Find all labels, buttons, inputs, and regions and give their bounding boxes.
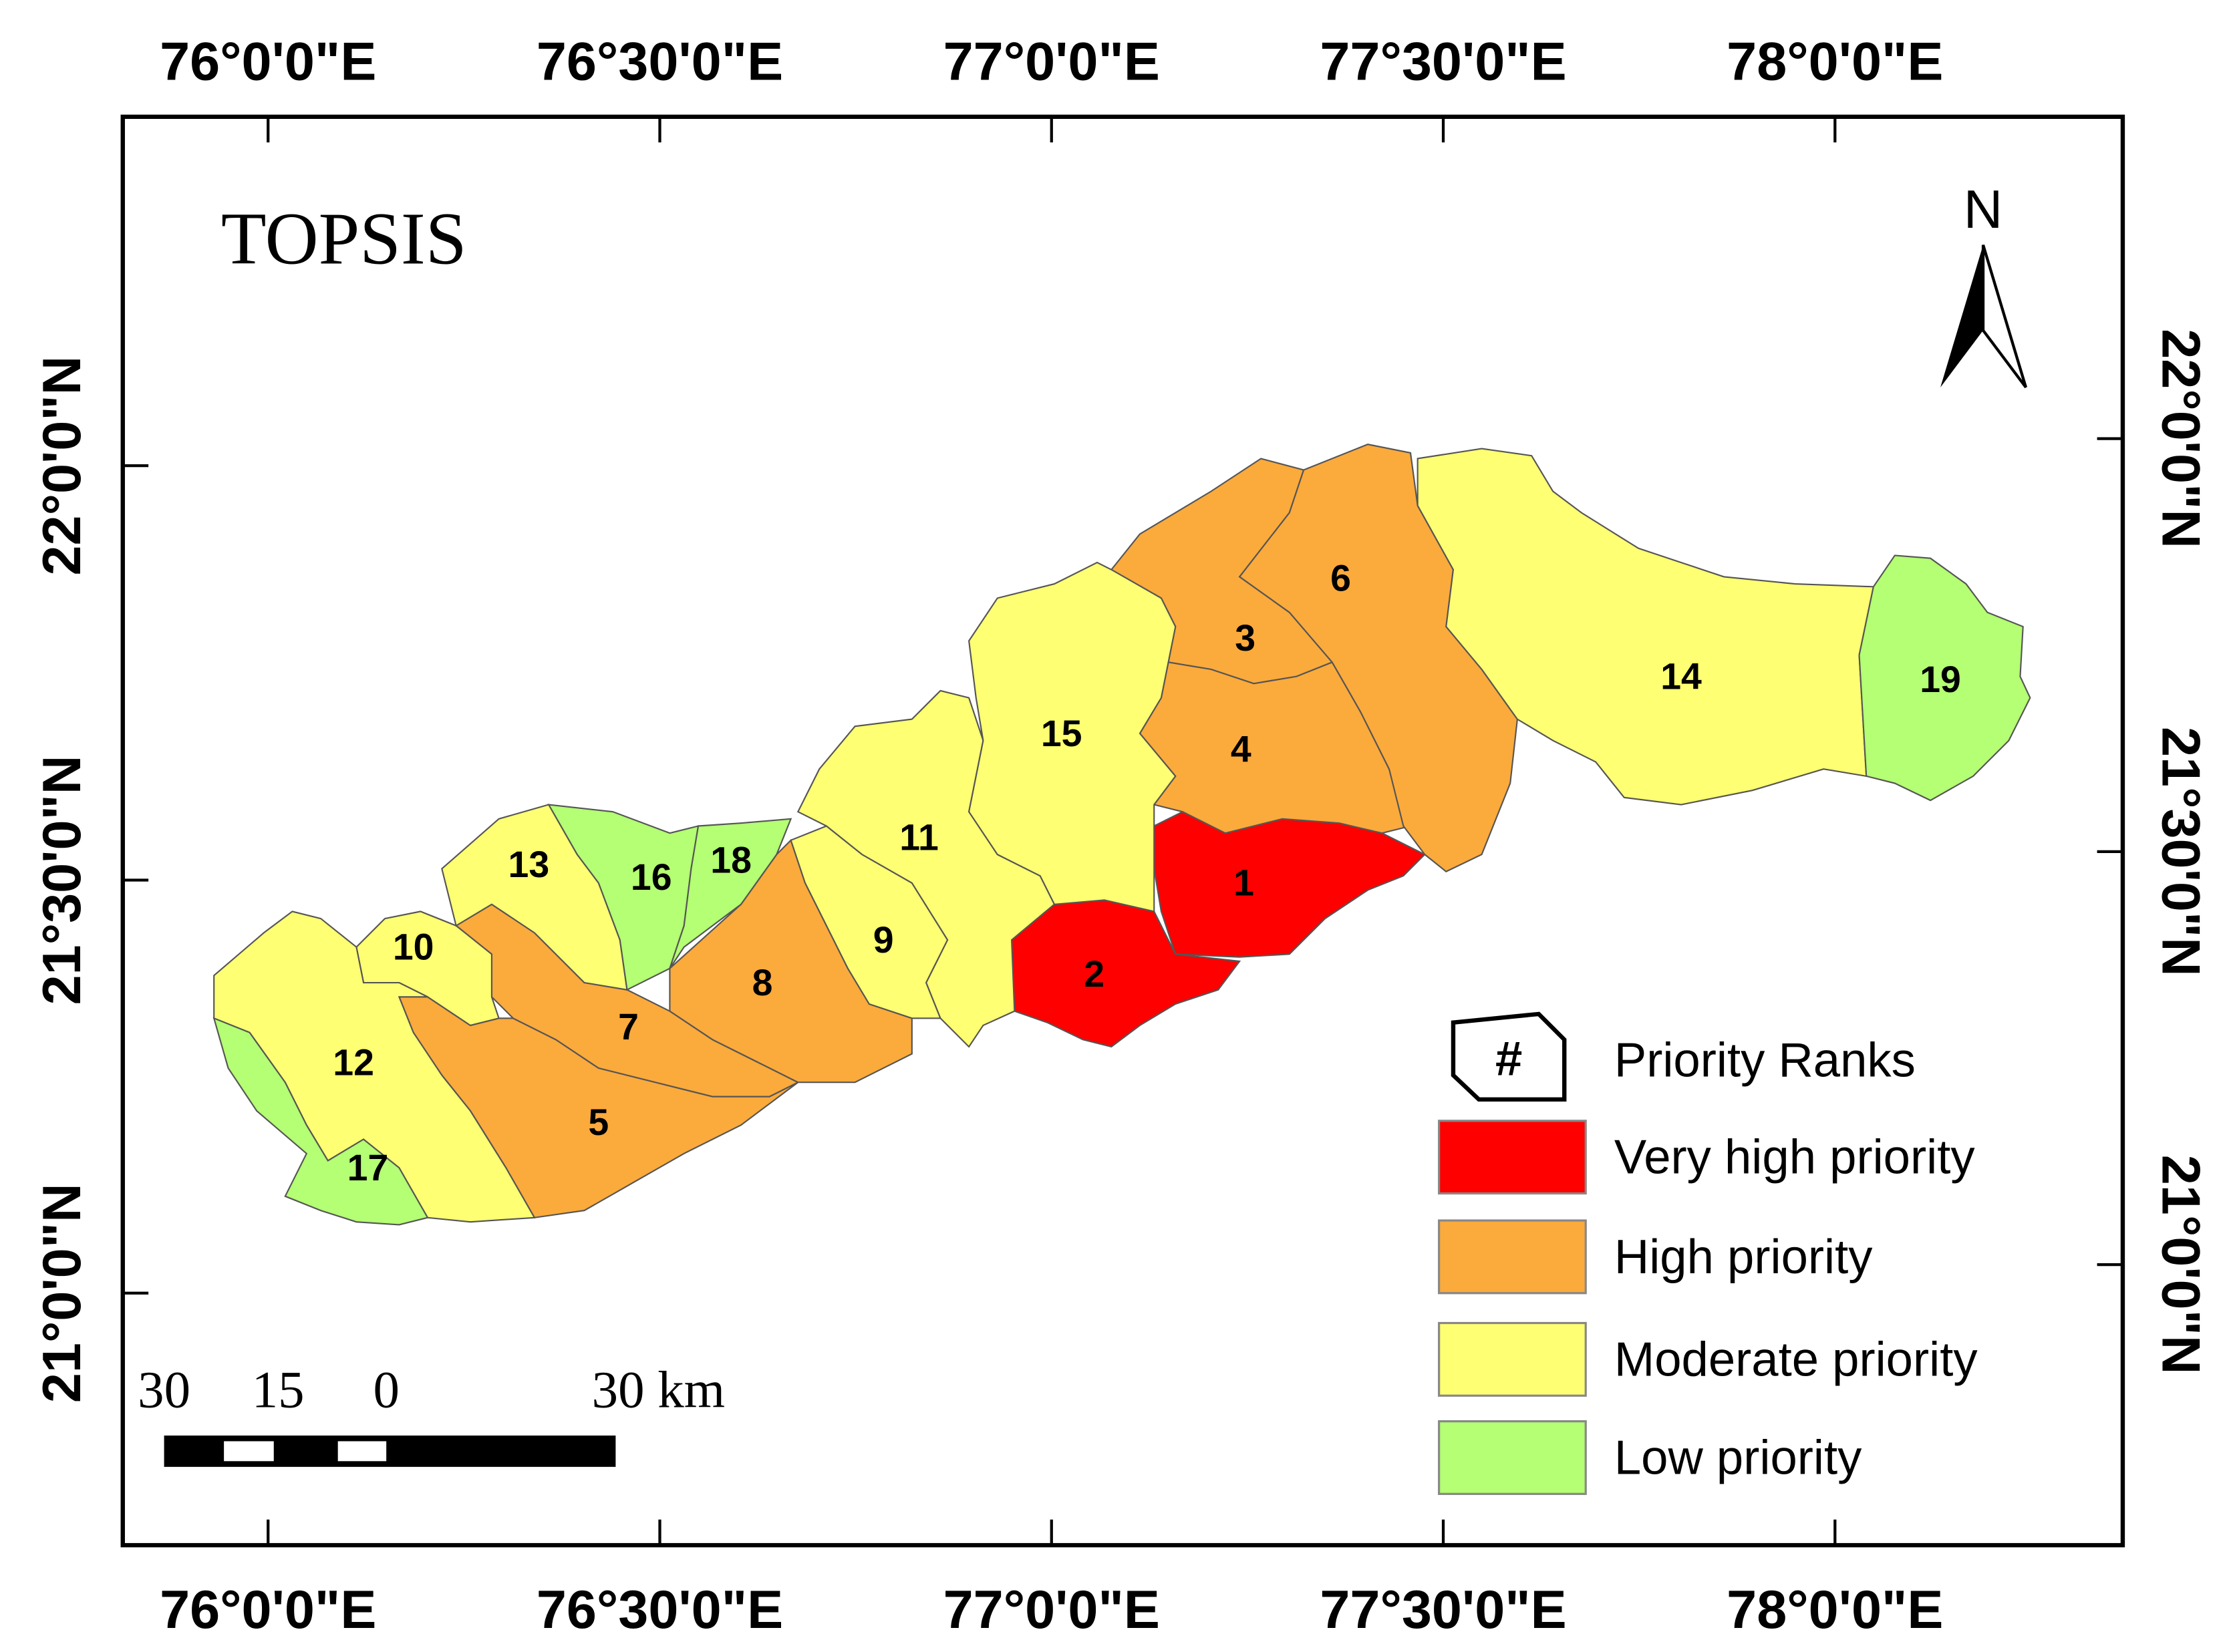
subwatershed-label: 4: [1231, 728, 1251, 770]
legend-label: High priority: [1614, 1230, 1873, 1284]
legend-label: Low priority: [1614, 1430, 1862, 1484]
top-lon-label: 78°0'0"E: [1727, 31, 1943, 92]
legend-label: Very high priority: [1614, 1130, 1975, 1184]
subwatershed: [212, 1017, 429, 1226]
scale-label: 0: [373, 1361, 399, 1419]
legend-swatch: [1438, 1420, 1587, 1495]
subwatershed-label: 11: [899, 816, 939, 858]
legend-label: Moderate priority: [1614, 1332, 1978, 1386]
legend-swatch: [1438, 1219, 1587, 1295]
right-lat-label: 22°0'0"N: [2151, 329, 2211, 548]
subwatershed-label: 9: [873, 919, 894, 961]
left-lat-label: 22°0'0"N: [32, 356, 92, 576]
scale-label: 30 km: [592, 1361, 725, 1419]
top-lon-label: 76°0'0"E: [160, 31, 376, 92]
subwatershed-label: 6: [1330, 557, 1351, 599]
left-lat-label: 21°30'0"N: [32, 756, 92, 1005]
subwatershed-label: 16: [631, 856, 672, 898]
bottom-lon-label: 76°0'0"E: [160, 1580, 376, 1640]
scale-label: 30: [138, 1361, 190, 1419]
subwatershed-label: 5: [588, 1102, 609, 1143]
subwatershed-label: 1: [1233, 862, 1254, 904]
legend-swatch: [1438, 1321, 1587, 1397]
top-lon-label: 77°0'0"E: [943, 31, 1160, 92]
subwatershed-label: 18: [710, 840, 752, 881]
subwatershed: [669, 818, 792, 969]
legend-symbol-box: [1451, 1011, 1567, 1102]
top-lon-label: 76°30'0"E: [537, 31, 783, 92]
right-lat-label: 21°30'0"N: [2151, 727, 2211, 977]
subwatershed-label: 10: [393, 927, 434, 968]
subwatershed: [1858, 554, 2031, 802]
subwatershed: [1417, 448, 1875, 806]
scale-bar: [164, 1435, 616, 1467]
subwatershed-label: 2: [1084, 953, 1104, 995]
subwatershed-label: 19: [1920, 659, 1961, 700]
left-lat-label: 21°0'0"N: [32, 1183, 92, 1403]
bottom-lon-label: 77°30'0"E: [1320, 1580, 1566, 1640]
bottom-lon-label: 76°30'0"E: [537, 1580, 783, 1640]
subwatershed-label: 8: [752, 962, 773, 1003]
top-lon-label: 77°30'0"E: [1320, 31, 1566, 92]
subwatersheds: [212, 444, 2031, 1226]
subwatershed-label: 3: [1235, 617, 1255, 659]
legend-swatch: [1438, 1120, 1587, 1195]
north-label: N: [1964, 180, 2003, 240]
subwatershed: [796, 689, 1056, 1048]
subwatershed: [968, 561, 1177, 913]
bottom-lon-label: 77°0'0"E: [943, 1580, 1160, 1640]
subwatershed-label: 13: [508, 844, 550, 885]
subwatershed-label: 7: [618, 1006, 639, 1047]
subwatershed-label: 17: [347, 1147, 389, 1188]
legend-title: Priority Ranks: [1614, 1033, 1916, 1088]
legend-symbol: #: [1495, 1032, 1522, 1086]
subwatershed-label: 14: [1660, 656, 1702, 697]
right-lat-label: 21°0'0"N: [2151, 1155, 2211, 1375]
map-title: TOPSIS: [221, 197, 467, 279]
subwatershed-label: 15: [1041, 713, 1082, 754]
subwatershed-label: 12: [333, 1041, 374, 1083]
scale-label: 15: [252, 1361, 305, 1419]
bottom-lon-label: 78°0'0"E: [1727, 1580, 1943, 1640]
